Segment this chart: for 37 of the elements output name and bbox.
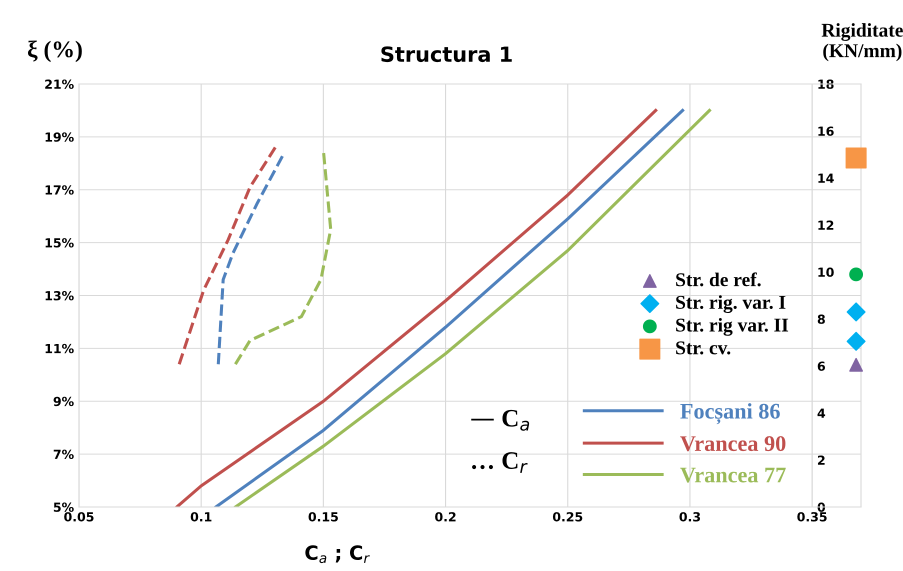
y2-tick-label: 16 [818,126,834,136]
x-tick-label: 0.15 [308,512,338,522]
y-tick-label: 15% [46,238,74,248]
legend-label: Vrancea 90 [680,436,786,452]
y-tick-label: 19% [46,132,74,142]
legend-label: Str. rig. var. I [676,295,786,313]
y-tick-label: 5% [54,502,74,512]
annotation: — C$_{a}$ [471,410,530,431]
x-axis-title: C$_{a}$ ; C$_{r}$ [305,545,370,564]
y2-tick-label: 8 [818,314,825,324]
legend-label: Str. rig var. II [676,318,788,336]
y2-tick-label: 10 [818,267,834,277]
x-tick-label: 0.35 [797,512,827,522]
y2-tick-label: 12 [818,220,834,230]
y-tick-label: 17% [46,185,74,195]
x-tick-label: 0.3 [679,512,700,522]
legend-label: Focșani 86 [680,403,780,424]
y-tick-label: 11% [46,344,74,354]
y-tick-label: 21% [45,79,74,89]
y2-tick-label: 6 [818,361,826,371]
annotation: … C$_{r}$ [472,452,528,473]
y2-tick-label: 14 [818,174,834,183]
chart-title: Structura 1 [381,46,512,62]
y2-tick-label: 4 [818,408,826,418]
x-tick-label: 0.05 [64,512,94,522]
y-axis-title: ξ (%) [28,40,82,62]
x-tick-label: 0.2 [435,512,456,522]
legend-label: Str. cv. [676,341,730,355]
y-tick-label: 13% [46,290,74,300]
x-tick-label: 0.1 [190,512,212,522]
x-tick-label: 0.25 [552,512,582,522]
legend-label: Vrancea 77 [680,468,786,483]
legend-label: Str. de ref. [676,272,761,286]
y-tick-label: 7% [54,450,74,460]
y2-axis-title: Rigiditate (KN/mm) [822,23,903,62]
y-tick-label: 9% [54,396,74,406]
y2-tick-label: 2 [818,455,825,465]
